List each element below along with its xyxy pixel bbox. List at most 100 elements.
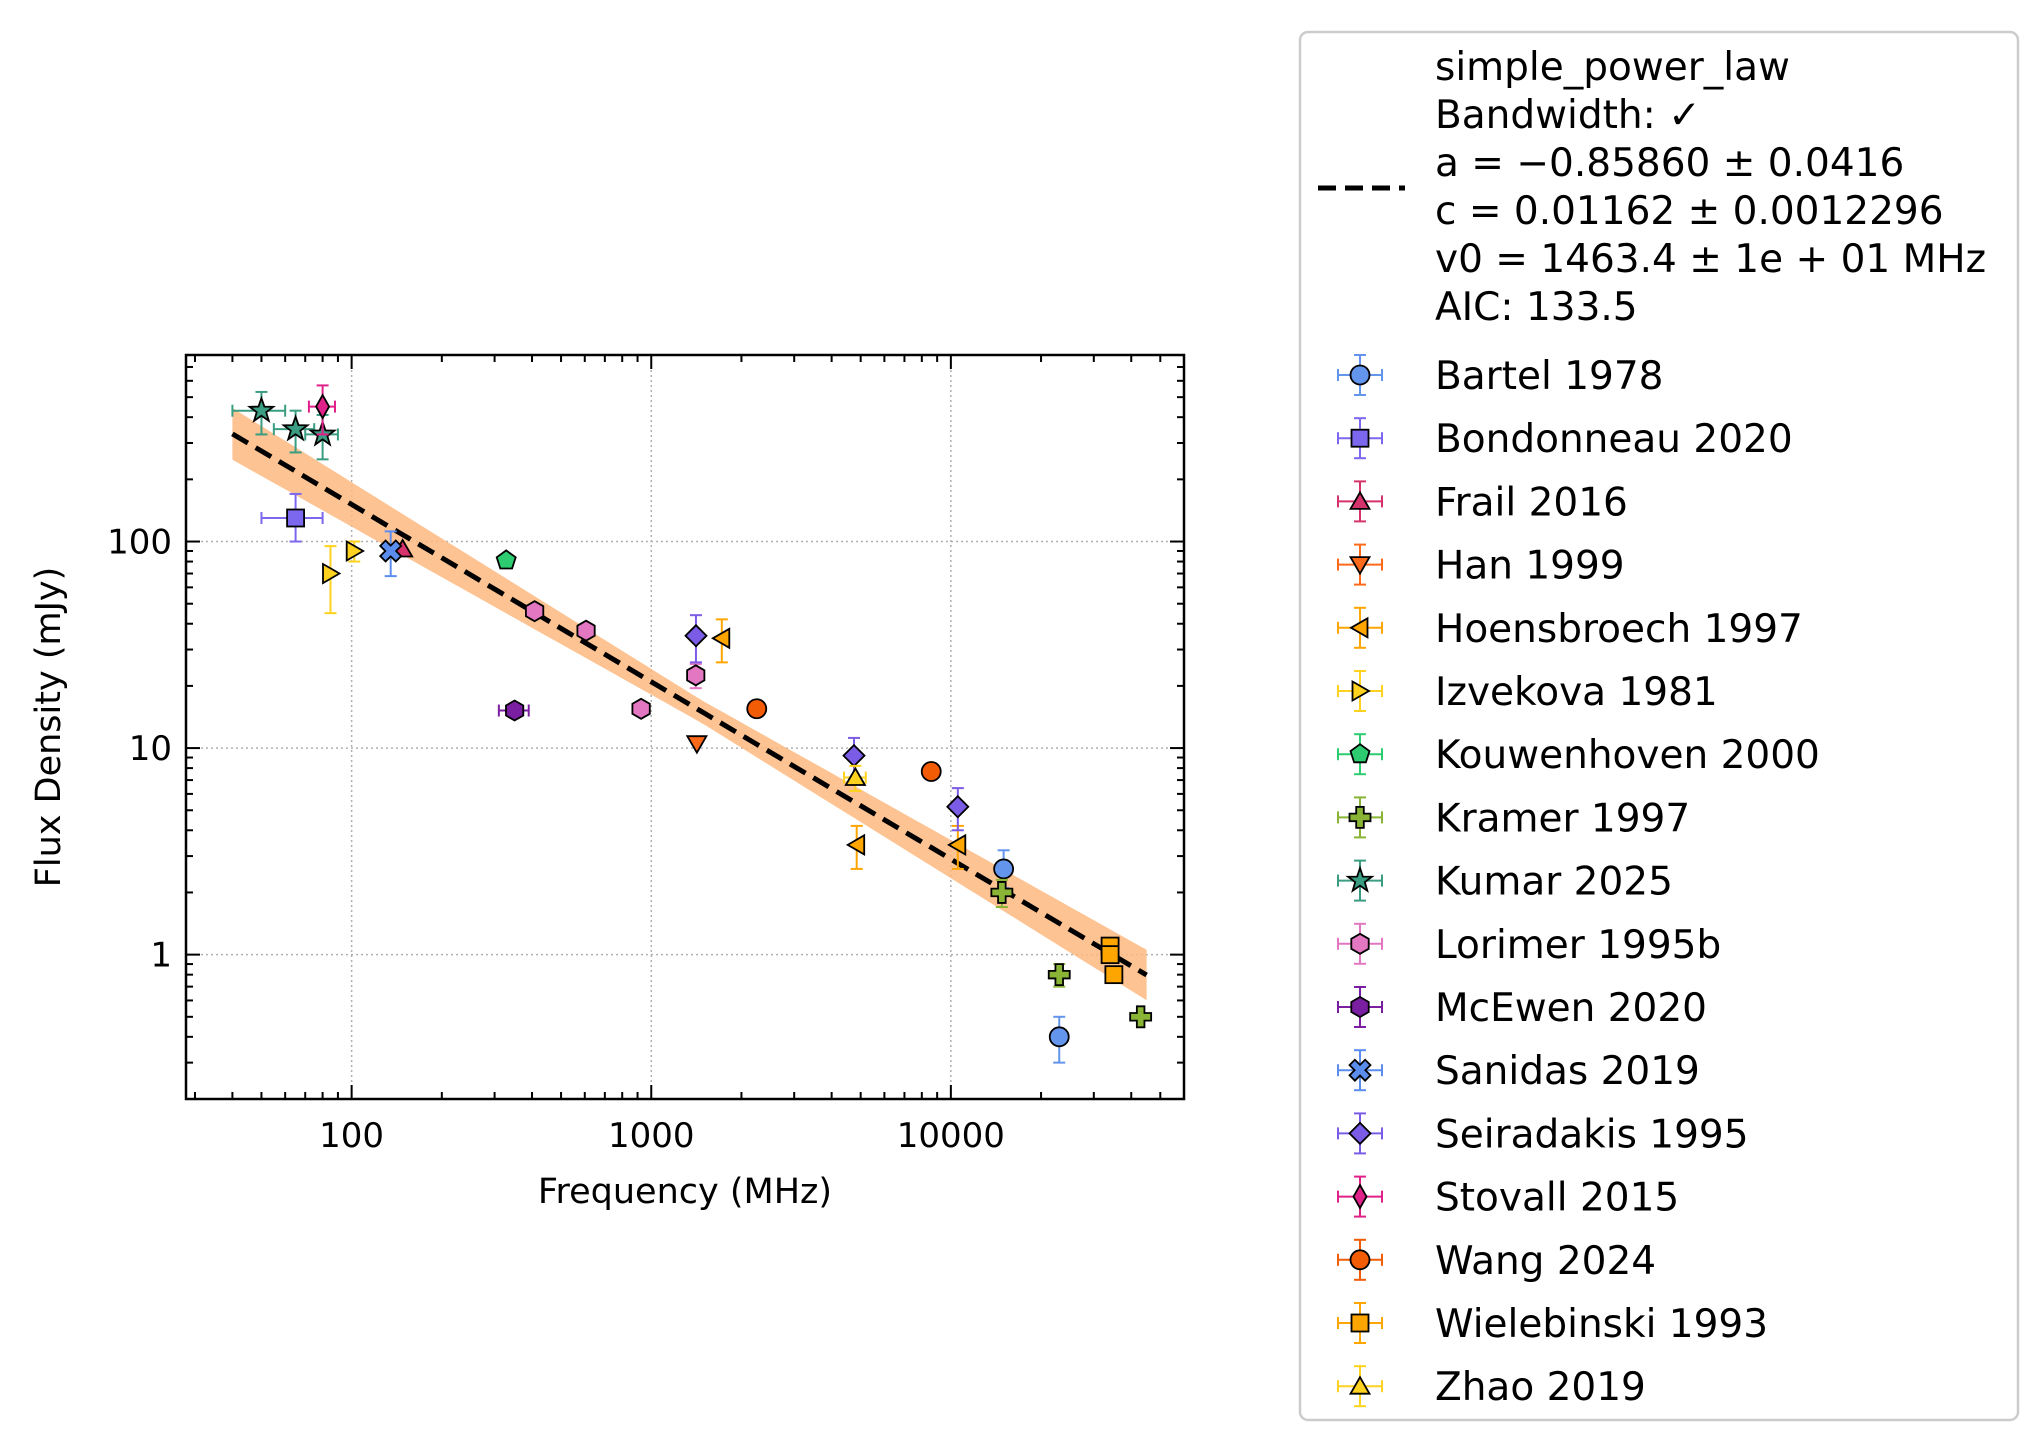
data-point	[990, 881, 1014, 904]
legend-marker	[1348, 556, 1372, 576]
data-point	[345, 539, 366, 563]
legend-label: Kramer 1997	[1435, 796, 1690, 841]
y-tick-label: 1	[150, 936, 172, 976]
data-point	[286, 508, 305, 528]
data-point	[1104, 965, 1124, 985]
data-point	[710, 627, 731, 650]
legend-label: McEwen 2020	[1435, 986, 1707, 1031]
legend-marker	[1350, 932, 1370, 955]
data-point	[322, 562, 342, 585]
legend-label: Zhao 2019	[1435, 1365, 1646, 1410]
series-bartel-1978	[993, 849, 1070, 1064]
legend-label: Seiradakis 1995	[1435, 1112, 1749, 1157]
legend-entry: Hoensbroech 1997	[1337, 606, 1803, 652]
legend-entry: Bondonneau 2020	[1337, 417, 1793, 462]
series-mcewen-2020	[497, 699, 530, 722]
data-point	[525, 600, 545, 623]
legend-fit-name: simple_power_law	[1435, 45, 1790, 90]
legend-label: Izvekova 1981	[1435, 670, 1718, 715]
y-axis-title: Flux Density (mJy)	[29, 567, 69, 888]
data-point	[631, 697, 651, 720]
legend-entry: Lorimer 1995b	[1337, 922, 1721, 968]
legend-entry: Han 1999	[1337, 543, 1625, 589]
data-point	[993, 858, 1015, 880]
legend-label: Frail 2016	[1435, 480, 1628, 525]
grid	[186, 355, 1184, 1099]
legend-entry: McEwen 2020	[1337, 986, 1707, 1031]
legend-marker	[1351, 679, 1371, 703]
legend-marker	[1349, 1249, 1371, 1271]
legend-label: Bartel 1978	[1435, 354, 1663, 399]
data-point	[947, 833, 967, 856]
legend-marker	[1349, 743, 1371, 764]
data-point	[505, 699, 525, 722]
legend-marker	[1348, 806, 1372, 829]
series-zhao-2019	[843, 764, 867, 792]
legend-entry: Zhao 2019	[1337, 1365, 1646, 1410]
series-lorimer-1995b	[525, 600, 706, 720]
legend-marker	[1348, 1121, 1372, 1146]
data-point	[845, 833, 866, 856]
data-point	[281, 413, 311, 442]
legend-marker	[1348, 490, 1372, 510]
y-tick-label: 10	[129, 729, 172, 769]
legend-entry: Seiradakis 1995	[1337, 1112, 1749, 1157]
legend-label: Han 1999	[1435, 544, 1625, 589]
legend-label: Kouwenhoven 2000	[1435, 733, 1820, 778]
legend-entry: Kumar 2025	[1337, 859, 1673, 905]
legend-label: Bondonneau 2020	[1435, 417, 1793, 462]
series-bondonneau-2020	[260, 492, 324, 543]
data-point	[746, 698, 768, 720]
legend-box	[1298, 30, 2020, 1422]
data-point	[1047, 963, 1071, 987]
series-hoensbroech-1997	[710, 618, 967, 870]
legend-entry: Stovall 2015	[1337, 1175, 1679, 1221]
legend-entry: Sanidas 2019	[1337, 1049, 1700, 1094]
data-point	[1100, 945, 1120, 965]
legend-label: Wielebinski 1993	[1435, 1302, 1768, 1347]
legend-fit-stat: a = −0.85860 ± 0.0416	[1435, 141, 1904, 186]
x-axis-title: Frequency (MHz)	[538, 1172, 832, 1212]
data-point	[495, 549, 517, 570]
data-point	[576, 619, 596, 642]
legend-marker	[1350, 995, 1370, 1019]
legend-marker	[1345, 865, 1375, 893]
series-wang-2024	[746, 698, 942, 782]
legend-fit-stat: Bandwidth: ✓	[1435, 93, 1701, 138]
data-point	[684, 623, 708, 648]
legend-entry: Wielebinski 1993	[1337, 1302, 1768, 1347]
legend-marker	[1350, 428, 1370, 448]
data-point	[378, 539, 403, 563]
series-izvekova-1981	[322, 539, 366, 615]
x-tick-label: 1000	[608, 1116, 695, 1156]
legend-label: Lorimer 1995b	[1435, 923, 1721, 968]
data-point	[686, 664, 706, 687]
legend-entry: Wang 2024	[1337, 1238, 1656, 1284]
legend-fit-stat: c = 0.01162 ± 0.0012296	[1435, 189, 1944, 234]
data-point	[920, 761, 942, 782]
series-stovall-2015	[307, 384, 337, 436]
x-tick-label: 10000	[897, 1116, 1005, 1156]
series-kramer-1997	[990, 878, 1153, 1029]
series-seiradakis-1995	[684, 614, 970, 832]
legend-marker	[1349, 616, 1369, 639]
legend-entry: Kramer 1997	[1337, 796, 1690, 841]
legend-label: Stovall 2015	[1435, 1176, 1679, 1221]
legend-label: Kumar 2025	[1435, 860, 1673, 905]
data-point	[844, 766, 867, 786]
legend-marker	[1349, 364, 1371, 386]
legend-fit-stat: AIC: 133.5	[1435, 285, 1638, 330]
legend-label: Sanidas 2019	[1435, 1049, 1700, 1094]
y-tick-label: 100	[107, 523, 172, 563]
legend-marker	[1352, 1183, 1368, 1210]
legend-entry: Frail 2016	[1337, 480, 1628, 525]
data-point	[685, 735, 708, 755]
legend-entry: Bartel 1978	[1337, 354, 1663, 399]
series-sanidas-2019	[378, 530, 403, 578]
fit-layer	[231, 408, 1148, 1001]
legend-fit-stat: v0 = 1463.4 ± 1e + 01 MHz	[1435, 237, 1986, 282]
legend-marker	[1350, 1313, 1370, 1333]
data-point	[247, 395, 276, 424]
